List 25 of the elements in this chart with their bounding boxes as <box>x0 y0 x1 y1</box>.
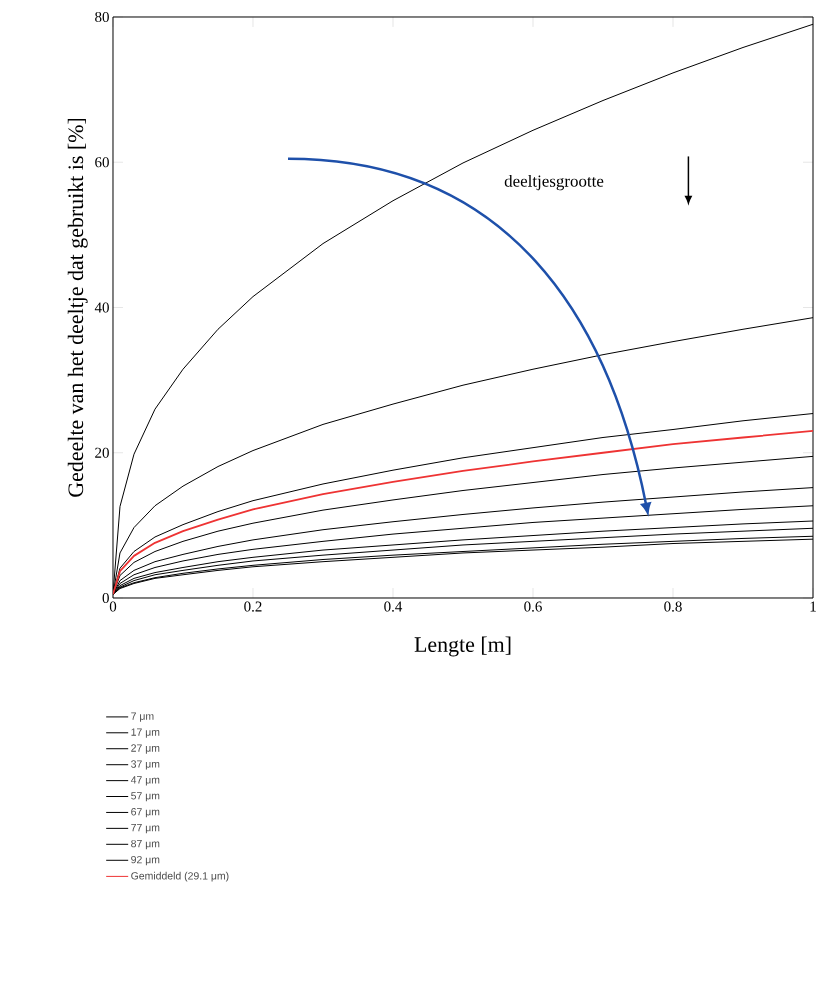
x-tick-label: 0.8 <box>664 601 682 612</box>
legend-label: 7 μm <box>131 712 154 722</box>
y-tick-label: 60 <box>95 157 109 168</box>
x-tick-label: 0.4 <box>384 601 403 612</box>
legend-label: 67 μm <box>131 808 160 818</box>
y-tick-label: 0 <box>102 592 109 604</box>
y-tick-label: 80 <box>95 11 109 23</box>
x-tick-label: 0.2 <box>244 601 262 612</box>
legend-label: 92 μm <box>131 855 160 866</box>
legend-label: 47 μm <box>130 776 160 786</box>
legend-label: Gemiddeld (29.1 μm) <box>131 871 229 882</box>
annotation: deeltjesgrootte <box>504 174 604 191</box>
y-tick-label: 40 <box>94 302 109 313</box>
legend-label: 27 μm <box>131 744 160 754</box>
y-tick-label: 20 <box>95 447 109 458</box>
legend-label: 77 μm <box>131 824 160 834</box>
x-tick-label: 1 <box>810 601 816 612</box>
legend-label: 17 μm <box>131 728 160 738</box>
x-tick-label: 0 <box>109 601 117 612</box>
legend-label: 57 μm <box>131 792 160 802</box>
x-tick-label: 0.6 <box>524 601 542 612</box>
legend-label: 37 μm <box>131 760 160 770</box>
legend-label: 87 μm <box>131 839 160 850</box>
x-axis-title: Lengte [m] <box>414 636 511 657</box>
y-axis-title: Gedeelte van het deeltje dat gebruikt is [%] <box>67 118 88 497</box>
